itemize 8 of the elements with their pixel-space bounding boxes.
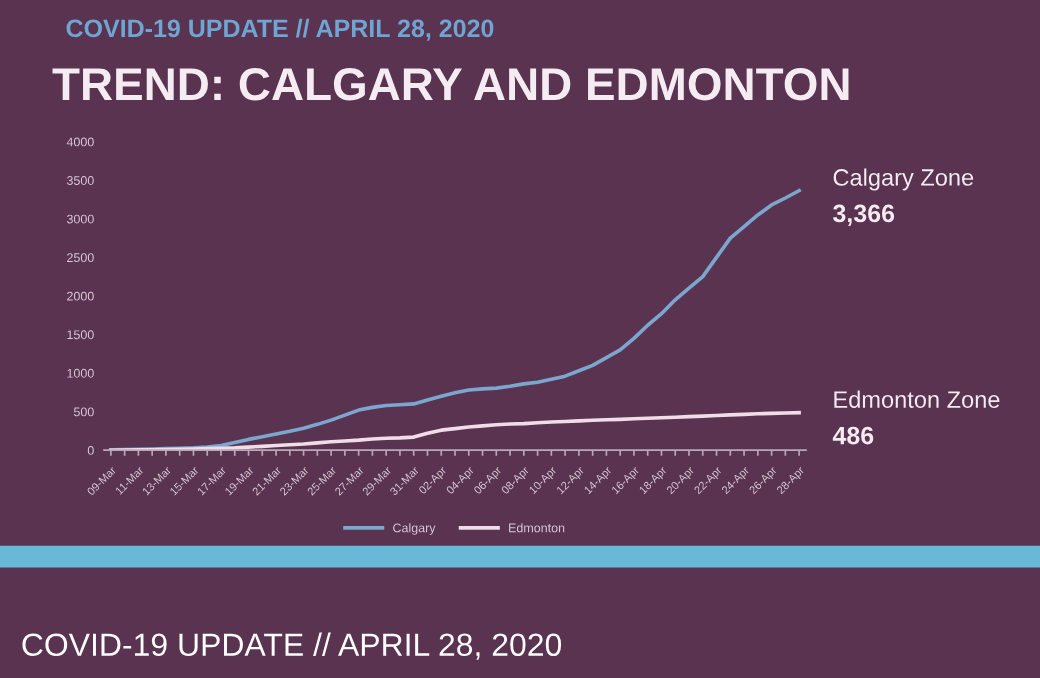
chart-title: TREND: CALGARY AND EDMONTON: [52, 67, 849, 101]
annotation: Edmonton Zone: [834, 390, 1000, 408]
text: COVID-19 UPDATE // APRIL 28, 2020: [22, 632, 562, 660]
line-series: [109, 410, 801, 451]
annotation: Calgary Zone: [833, 168, 974, 191]
annotation: 486: [832, 426, 874, 445]
annotation: 3,366: [833, 204, 895, 226]
chart-subtitle: COVID-19 UPDATE // APRIL 28, 2020: [66, 18, 494, 41]
